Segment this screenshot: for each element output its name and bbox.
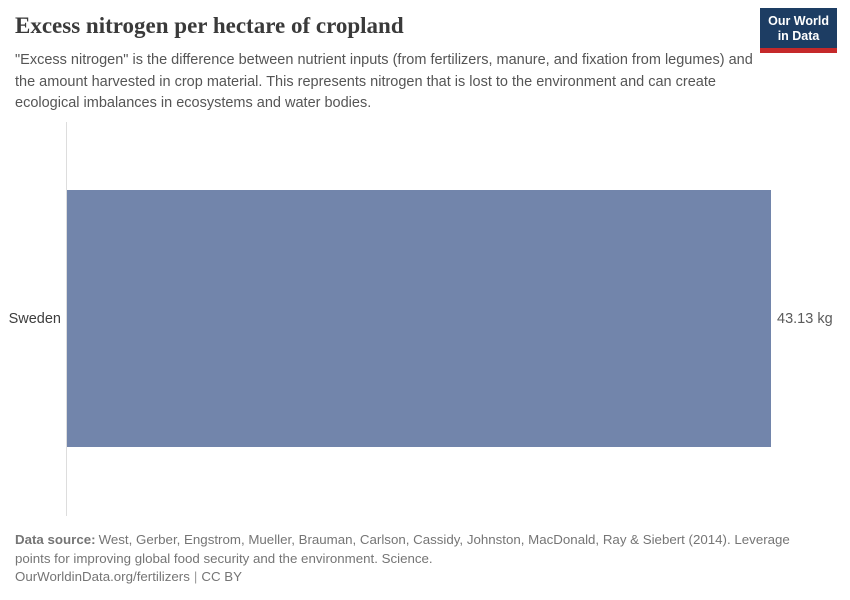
- owid-logo-line1: Our World: [768, 14, 829, 28]
- license-label: CC BY: [201, 569, 242, 584]
- bar-track: [67, 190, 771, 447]
- chart-plot-area: Sweden 43.13 kg: [0, 122, 850, 516]
- y-axis-line: [66, 122, 67, 516]
- footer-links: OurWorldinData.org/fertilizers | CC BY: [15, 568, 242, 586]
- chart-subtitle: "Excess nitrogen" is the difference betw…: [15, 52, 753, 111]
- bar-sweden[interactable]: [67, 190, 771, 447]
- owid-logo-line2: in Data: [777, 29, 820, 43]
- data-source-label: Data source:: [15, 532, 96, 547]
- chart-title: Excess nitrogen per hectare of cropland: [15, 13, 404, 38]
- data-source-text: West, Gerber, Engstrom, Mueller, Brauman…: [15, 532, 790, 566]
- owid-logo[interactable]: Our World in Data: [760, 8, 837, 53]
- data-source-note: Data source: West, Gerber, Engstrom, Muel…: [15, 531, 815, 568]
- owid-url-link[interactable]: OurWorldinData.org/fertilizers: [15, 569, 190, 584]
- entity-label-sweden: Sweden: [8, 310, 61, 327]
- footer-separator: |: [193, 569, 198, 584]
- value-label: 43.13 kg: [777, 310, 833, 327]
